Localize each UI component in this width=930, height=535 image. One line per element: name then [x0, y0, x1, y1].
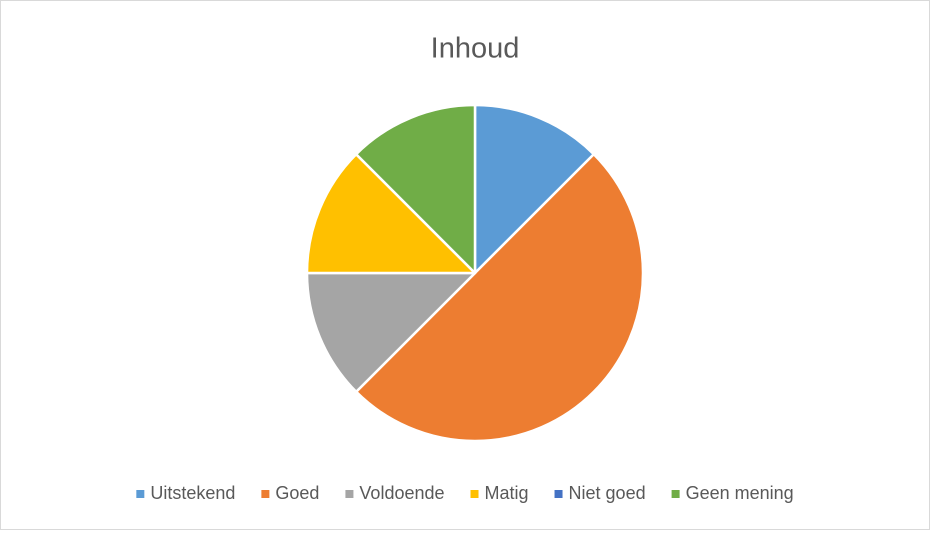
legend-label: Niet goed — [569, 483, 646, 503]
legend: Uitstekend Goed Voldoende Matig Niet goed Gee… — [136, 483, 794, 503]
legend-label: Geen mening — [686, 483, 794, 503]
legend-label: Uitstekend — [150, 483, 235, 503]
legend-marker — [554, 490, 563, 498]
legend-marker — [470, 490, 479, 498]
pie-slice — [305, 152, 477, 275]
legend-label: Voldoende — [359, 483, 444, 503]
pie-slice — [354, 152, 645, 443]
legend-marker — [345, 490, 354, 498]
legend-marker — [261, 490, 270, 498]
legend-marker — [136, 490, 145, 498]
legend-label: Matig — [485, 483, 529, 503]
legend-label: Goed — [275, 483, 319, 503]
legend-marker — [671, 490, 680, 498]
chart-title: Inhoud — [431, 33, 520, 65]
pie-slice — [473, 103, 596, 275]
pie-slice — [305, 271, 477, 394]
pie-slice — [354, 103, 477, 275]
pie — [305, 103, 645, 443]
